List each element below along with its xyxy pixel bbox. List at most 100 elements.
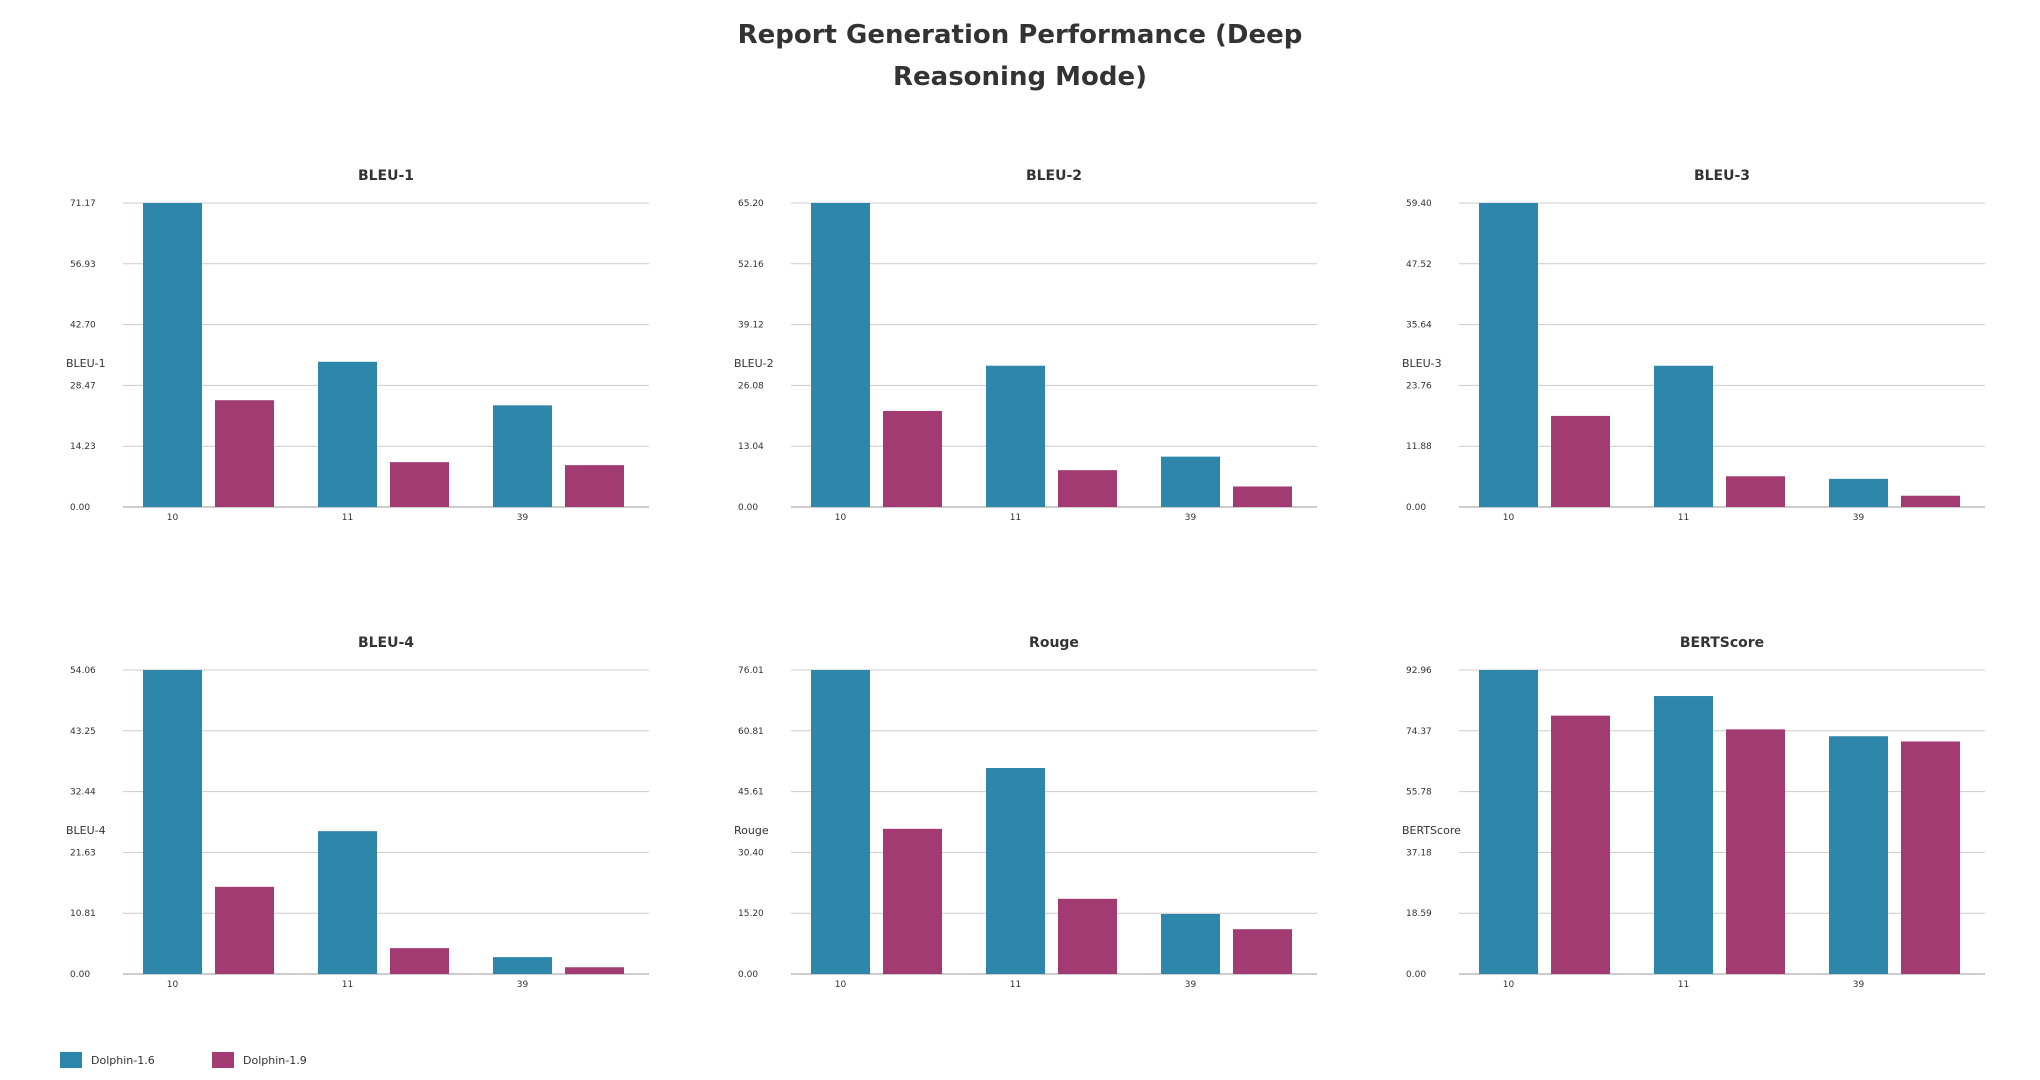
legend-item-dolphin-1-9: Dolphin-1.9 <box>212 1052 307 1068</box>
y-tick-label-bleu-1: 28.47 <box>70 381 96 391</box>
x-tick-label-bleu-2: 39 <box>1185 513 1197 523</box>
y-axis-label-rouge: Rouge <box>734 824 769 837</box>
bar-bleu-4-dolphin-1-6-10 <box>143 670 202 974</box>
y-tick-label-rouge: 15.20 <box>738 909 764 919</box>
x-tick-label-bleu-4: 11 <box>342 980 353 990</box>
y-tick-label-bleu-4: 21.63 <box>70 848 96 858</box>
y-tick-label-bleu-1: 71.17 <box>70 199 96 209</box>
x-tick-label-bleu-3: 11 <box>1678 513 1689 523</box>
bar-bleu-2-dolphin-1-9-39 <box>1233 486 1292 507</box>
bar-rouge-dolphin-1-6-11 <box>986 768 1045 974</box>
chart-title-rouge: Rouge <box>1029 635 1079 651</box>
y-tick-label-bleu-1: 42.70 <box>70 321 96 331</box>
bar-bleu-2-dolphin-1-9-10 <box>883 410 942 507</box>
bar-bleu-1-dolphin-1-9-11 <box>390 462 449 507</box>
bar-bleu-3-dolphin-1-6-10 <box>1479 203 1538 507</box>
bar-rouge-dolphin-1-6-10 <box>811 670 870 974</box>
y-tick-label-bleu-2: 26.08 <box>738 381 764 391</box>
y-tick-label-bleu-3: 47.52 <box>1406 260 1432 270</box>
y-tick-label-rouge: 60.81 <box>738 727 764 737</box>
y-tick-label-rouge: 45.61 <box>738 788 764 798</box>
bar-bleu-4-dolphin-1-6-39 <box>493 957 552 974</box>
legend-label-dolphin-1-9: Dolphin-1.9 <box>243 1053 307 1067</box>
bar-bertscore-dolphin-1-9-39 <box>1901 741 1960 974</box>
y-tick-label-bertscore: 92.96 <box>1406 666 1432 676</box>
bar-bleu-4-dolphin-1-9-11 <box>390 948 449 974</box>
y-tick-label-bleu-3: 35.64 <box>1406 321 1432 331</box>
y-tick-label-bleu-3: 23.76 <box>1406 381 1432 391</box>
y-tick-label-bertscore: 74.37 <box>1406 727 1432 737</box>
y-tick-label-bertscore: 18.59 <box>1406 909 1432 919</box>
bar-bleu-3-dolphin-1-6-39 <box>1829 478 1888 507</box>
x-tick-label-rouge: 11 <box>1010 980 1021 990</box>
x-tick-label-bleu-2: 11 <box>1010 513 1021 523</box>
y-tick-label-bleu-3: 59.40 <box>1406 199 1432 209</box>
bar-bleu-1-dolphin-1-6-11 <box>318 361 377 507</box>
bar-bleu-4-dolphin-1-9-39 <box>565 967 624 974</box>
bar-rouge-dolphin-1-6-39 <box>1161 914 1220 974</box>
figure-title: Report Generation Performance (Deep Reas… <box>0 14 2040 98</box>
bar-rouge-dolphin-1-9-11 <box>1058 898 1117 974</box>
y-axis-label-bleu-4: BLEU-4 <box>66 824 106 837</box>
y-tick-label-bleu-4: 54.06 <box>70 666 96 676</box>
chart-title-bleu-1: BLEU-1 <box>358 168 414 184</box>
y-tick-label-bleu-1: 56.93 <box>70 260 96 270</box>
bar-bleu-2-dolphin-1-9-11 <box>1058 470 1117 507</box>
bar-bertscore-dolphin-1-9-11 <box>1726 729 1785 974</box>
bar-bleu-3-dolphin-1-9-39 <box>1901 495 1960 507</box>
bar-bleu-2-dolphin-1-6-11 <box>986 365 1045 507</box>
x-tick-label-bleu-3: 39 <box>1853 513 1865 523</box>
x-tick-label-bertscore: 39 <box>1853 980 1865 990</box>
x-tick-label-bleu-4: 10 <box>167 980 179 990</box>
y-tick-label-bleu-2: 39.12 <box>738 321 764 331</box>
y-axis-label-bleu-2: BLEU-2 <box>734 357 774 370</box>
bar-bleu-1-dolphin-1-9-39 <box>565 465 624 507</box>
x-tick-label-bleu-1: 11 <box>342 513 353 523</box>
y-tick-label-bleu-4: 32.44 <box>70 788 96 798</box>
legend-label-dolphin-1-6: Dolphin-1.6 <box>91 1053 155 1067</box>
x-tick-label-bleu-2: 10 <box>835 513 847 523</box>
x-tick-label-bleu-1: 10 <box>167 513 179 523</box>
x-tick-label-bleu-3: 10 <box>1503 513 1515 523</box>
x-tick-label-bleu-4: 39 <box>517 980 529 990</box>
y-tick-label-rouge: 30.40 <box>738 848 764 858</box>
bar-bertscore-dolphin-1-6-39 <box>1829 736 1888 974</box>
bar-bleu-1-dolphin-1-9-10 <box>215 400 274 507</box>
y-tick-label-bleu-3: 11.88 <box>1406 442 1432 452</box>
chart-title-bleu-4: BLEU-4 <box>358 635 414 651</box>
legend-swatch-dolphin-1-9 <box>212 1052 234 1068</box>
bar-bleu-2-dolphin-1-6-39 <box>1161 456 1220 507</box>
bar-bertscore-dolphin-1-9-10 <box>1551 715 1610 974</box>
bar-bleu-4-dolphin-1-9-10 <box>215 886 274 974</box>
chart-title-bleu-2: BLEU-2 <box>1026 168 1082 184</box>
figure-title-line-2: Reasoning Mode) <box>893 62 1147 92</box>
bar-bleu-1-dolphin-1-6-10 <box>143 203 202 507</box>
chart-title-bleu-3: BLEU-3 <box>1694 168 1750 184</box>
y-axis-label-bleu-3: BLEU-3 <box>1402 357 1442 370</box>
bar-bleu-1-dolphin-1-6-39 <box>493 405 552 507</box>
y-tick-label-bleu-2: 52.16 <box>738 260 764 270</box>
x-tick-label-rouge: 10 <box>835 980 847 990</box>
bar-rouge-dolphin-1-9-10 <box>883 828 942 974</box>
y-axis-label-bertscore: BERTScore <box>1402 824 1461 837</box>
y-tick-label-bertscore: 55.78 <box>1406 788 1432 798</box>
bar-bertscore-dolphin-1-6-11 <box>1654 696 1713 974</box>
x-tick-label-bertscore: 11 <box>1678 980 1689 990</box>
bar-bleu-3-dolphin-1-6-11 <box>1654 365 1713 507</box>
y-tick-label-bleu-1: 14.23 <box>70 442 96 452</box>
legend-swatch-dolphin-1-6 <box>60 1052 82 1068</box>
y-tick-label-bertscore: 0.00 <box>1406 970 1426 980</box>
x-tick-label-bleu-1: 39 <box>517 513 529 523</box>
legend-item-dolphin-1-6: Dolphin-1.6 <box>60 1052 155 1068</box>
bar-bertscore-dolphin-1-6-10 <box>1479 670 1538 974</box>
x-tick-label-rouge: 39 <box>1185 980 1197 990</box>
y-tick-label-bleu-1: 0.00 <box>70 503 90 513</box>
y-tick-label-bertscore: 37.18 <box>1406 848 1432 858</box>
y-axis-label-bleu-1: BLEU-1 <box>66 357 106 370</box>
bar-bleu-3-dolphin-1-9-10 <box>1551 415 1610 507</box>
y-tick-label-bleu-3: 0.00 <box>1406 503 1426 513</box>
y-tick-label-bleu-4: 10.81 <box>70 909 96 919</box>
bar-bleu-2-dolphin-1-6-10 <box>811 203 870 507</box>
y-tick-label-rouge: 0.00 <box>738 970 758 980</box>
chart-title-bertscore: BERTScore <box>1680 635 1764 651</box>
